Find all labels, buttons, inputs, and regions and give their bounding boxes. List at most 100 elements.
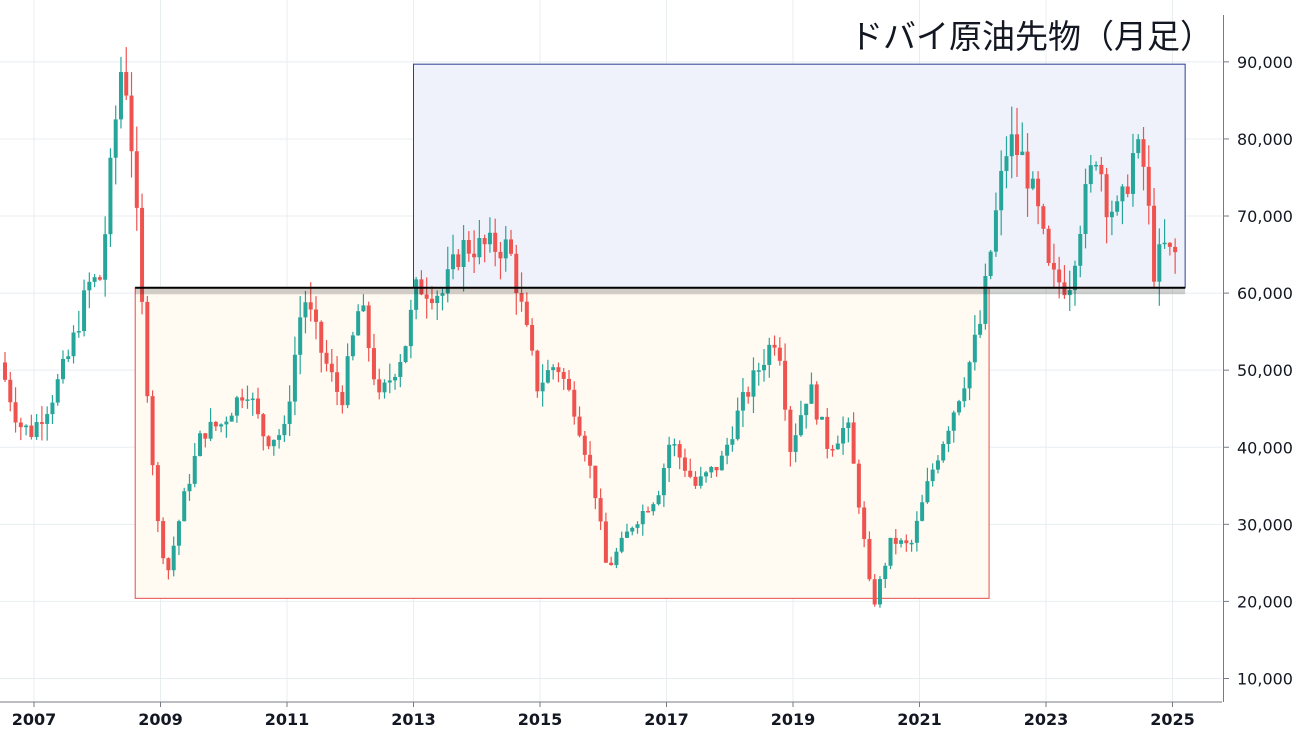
candle-body	[767, 344, 772, 365]
candle-body	[124, 72, 129, 96]
candle-body	[166, 558, 171, 571]
candle-body	[714, 466, 719, 471]
candle-body	[1130, 153, 1135, 194]
candle-body	[1072, 265, 1077, 291]
candle-body	[76, 331, 81, 333]
candle-body	[1157, 244, 1162, 282]
candle-body	[340, 391, 345, 406]
candle-body	[282, 423, 287, 436]
candle-body	[609, 562, 614, 566]
candle-body	[1094, 164, 1099, 167]
candle-body	[198, 433, 203, 456]
candle-body	[656, 495, 661, 505]
candle-body	[978, 323, 983, 335]
candle-body	[946, 430, 951, 445]
candle-body	[92, 277, 97, 282]
candle-body	[103, 234, 108, 280]
candle-body	[456, 254, 461, 268]
candle-body	[851, 422, 856, 464]
candle-body	[498, 251, 503, 259]
candle-body	[408, 309, 413, 347]
candle-body	[55, 379, 60, 403]
candle-body	[693, 476, 698, 486]
candle-body	[888, 537, 893, 566]
candle-body	[867, 539, 872, 580]
candle-body	[240, 397, 245, 401]
candle-body	[182, 491, 187, 522]
candle-body	[709, 466, 714, 473]
candle-body	[756, 370, 761, 372]
x-tick-label: 2009	[138, 710, 183, 729]
candle-body	[1057, 269, 1062, 283]
candle-body	[472, 253, 477, 258]
candle-body	[266, 436, 271, 447]
candle-body	[1109, 211, 1114, 218]
candle-body	[440, 293, 445, 296]
candle-body	[1152, 205, 1157, 282]
candle-body	[329, 363, 334, 373]
candle-body	[667, 444, 672, 469]
candle-body	[909, 542, 914, 545]
candle-body	[682, 457, 687, 471]
candle-body	[87, 281, 92, 291]
candle-body	[862, 507, 867, 540]
candle-body	[651, 504, 656, 512]
candle-body	[941, 444, 946, 461]
candle-body	[572, 389, 577, 417]
candle-body	[1015, 134, 1020, 156]
candle-body	[819, 416, 824, 420]
y-tick-label: 50,000	[1237, 361, 1293, 380]
upper-range-zone	[413, 63, 1186, 289]
candle-body	[999, 170, 1004, 211]
candle-body	[229, 415, 234, 422]
candle-body	[877, 579, 882, 605]
candle-body	[24, 425, 29, 428]
candle-body	[514, 253, 519, 293]
candle-body	[545, 370, 550, 383]
candle-body	[962, 388, 967, 402]
candle-body	[335, 372, 340, 392]
candle-body	[150, 396, 155, 466]
candle-body	[920, 502, 925, 521]
candle-body	[930, 469, 935, 482]
candle-body	[899, 540, 904, 544]
candle-body	[29, 425, 34, 437]
candle-body	[382, 382, 387, 393]
candle-body	[893, 537, 898, 544]
candle-body	[393, 376, 398, 381]
candle-body	[192, 455, 197, 484]
candle-body	[841, 428, 846, 444]
candle-body	[804, 403, 809, 416]
candle-body	[13, 402, 18, 423]
candle-body	[398, 362, 403, 377]
candle-body	[250, 398, 255, 401]
candle-body	[208, 421, 213, 439]
candle-body	[1141, 139, 1146, 167]
x-tick-label: 2011	[265, 710, 310, 729]
candle-body	[704, 472, 709, 477]
candle-body	[566, 378, 571, 390]
candle-body	[187, 483, 192, 492]
candle-body	[387, 380, 392, 383]
candle-body	[677, 444, 682, 458]
candle-body	[730, 439, 735, 445]
candle-body	[624, 531, 629, 538]
candle-body	[1067, 290, 1072, 296]
candle-body	[672, 444, 677, 446]
candle-body	[640, 511, 645, 525]
candle-body	[883, 565, 888, 580]
chart-title: ドバイ原油先物（月足）	[850, 17, 1213, 56]
candle-body	[725, 444, 730, 456]
candle-body	[477, 237, 482, 258]
candle-body	[461, 240, 466, 268]
candle-body	[524, 301, 529, 326]
candle-body	[698, 476, 703, 486]
candle-body	[972, 334, 977, 363]
candle-body	[872, 579, 877, 605]
candle-body	[503, 239, 508, 259]
candle-body	[203, 433, 208, 439]
candle-body	[39, 422, 44, 424]
candle-body	[1030, 178, 1035, 189]
candle-body	[256, 398, 261, 415]
candle-body	[846, 422, 851, 429]
